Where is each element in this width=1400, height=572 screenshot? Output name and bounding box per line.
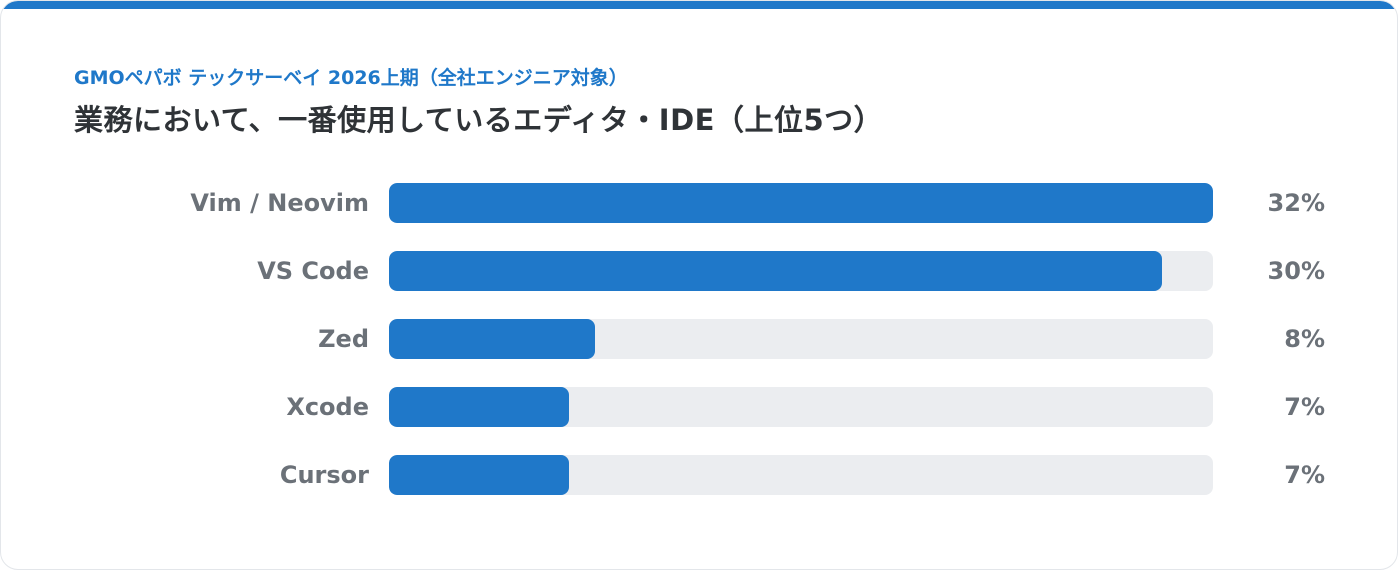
chart-subtitle: GMOペパボ テックサーベイ 2026上期（全社エンジニア対象） [74, 67, 628, 89]
category-label: Vim / Neovim [190, 189, 369, 217]
bar [389, 183, 1213, 223]
bar [389, 319, 595, 359]
accent-top-bar [1, 1, 1397, 9]
bar-row: Zed 8% [1, 319, 1397, 359]
value-label: 32% [1267, 189, 1325, 217]
bar-track [389, 251, 1213, 291]
value-label: 7% [1284, 461, 1325, 489]
value-label: 8% [1284, 325, 1325, 353]
category-label: Xcode [286, 393, 369, 421]
value-label: 7% [1284, 393, 1325, 421]
category-label: Cursor [279, 461, 369, 489]
bar-track [389, 319, 1213, 359]
value-label: 30% [1267, 257, 1325, 285]
chart-title: 業務において、一番使用しているエディタ・IDE（上位5つ） [74, 103, 884, 137]
bar-row: Xcode 7% [1, 387, 1397, 427]
bar-row: Cursor 7% [1, 455, 1397, 495]
bar-track [389, 387, 1213, 427]
category-label: Zed [318, 325, 369, 353]
bar [389, 455, 569, 495]
category-label: VS Code [257, 257, 369, 285]
bar [389, 387, 569, 427]
bar-track [389, 455, 1213, 495]
bar [389, 251, 1162, 291]
bar-track [389, 183, 1213, 223]
bar-row: VS Code 30% [1, 251, 1397, 291]
bar-row: Vim / Neovim 32% [1, 183, 1397, 223]
